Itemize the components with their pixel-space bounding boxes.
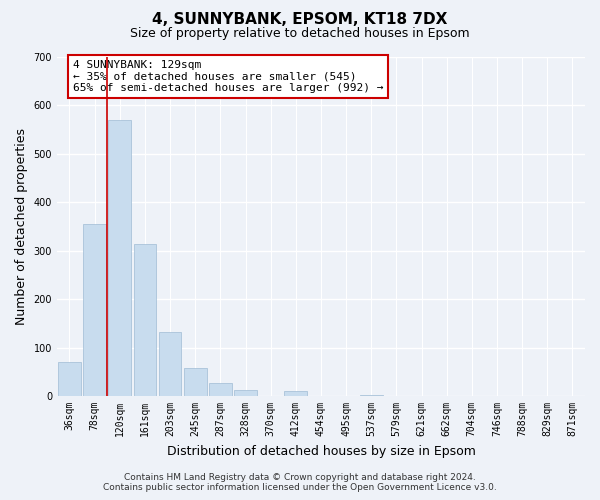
Bar — [109, 120, 131, 396]
Text: Size of property relative to detached houses in Epsom: Size of property relative to detached ho… — [130, 28, 470, 40]
Bar — [360, 394, 383, 396]
Text: 4, SUNNYBANK, EPSOM, KT18 7DX: 4, SUNNYBANK, EPSOM, KT18 7DX — [152, 12, 448, 28]
Bar — [83, 224, 106, 396]
Bar — [58, 362, 81, 396]
Bar — [134, 244, 156, 396]
Bar — [159, 332, 181, 396]
Bar — [234, 390, 257, 396]
Text: Contains HM Land Registry data © Crown copyright and database right 2024.
Contai: Contains HM Land Registry data © Crown c… — [103, 473, 497, 492]
Text: 4 SUNNYBANK: 129sqm
← 35% of detached houses are smaller (545)
65% of semi-detac: 4 SUNNYBANK: 129sqm ← 35% of detached ho… — [73, 60, 383, 93]
X-axis label: Distribution of detached houses by size in Epsom: Distribution of detached houses by size … — [167, 444, 475, 458]
Y-axis label: Number of detached properties: Number of detached properties — [15, 128, 28, 325]
Bar — [284, 391, 307, 396]
Bar — [209, 383, 232, 396]
Bar — [184, 368, 206, 396]
